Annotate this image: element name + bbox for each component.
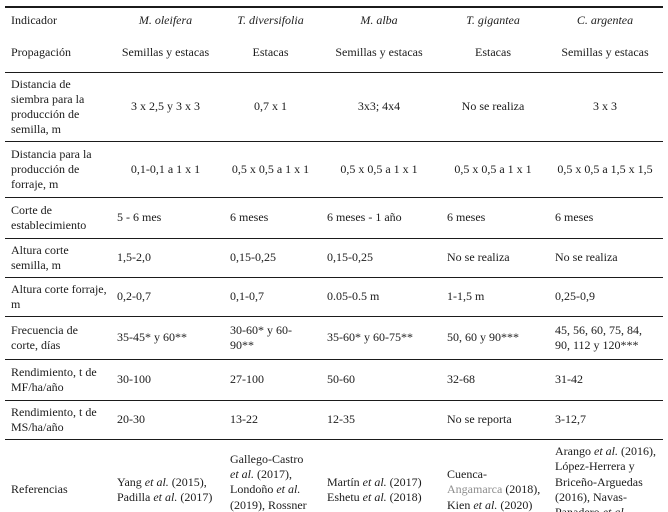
table-cell: 6 meses <box>555 210 594 225</box>
table-cell: 50-60 <box>327 372 355 387</box>
table-cell: 50, 60 y 90*** <box>447 330 519 345</box>
row-label: Propagación <box>11 45 71 60</box>
table-cell: Semillas y estacas <box>561 45 649 60</box>
table-cell: 0,2-0,7 <box>117 289 151 304</box>
table-cell: 30-60* y 60-90** <box>230 322 292 352</box>
row-label: Altura corte forraje, m <box>11 281 107 311</box>
row-frecuencia-corte: Frecuencia de corte, días 35-45* y 60** … <box>5 317 663 360</box>
table-cell: 12-35 <box>327 412 355 427</box>
column-header-m-oleifera: M. oleifera <box>138 13 193 28</box>
table-cell: 35-45* y 60** <box>117 330 187 345</box>
table-cell: 13-22 <box>230 412 258 427</box>
table-cell: 27-100 <box>230 372 264 387</box>
table-cell: 1,5-2,0 <box>117 250 151 265</box>
table-cell: Estacas <box>475 45 511 60</box>
table-cell: 0,7 x 1 <box>254 99 287 114</box>
row-altura-corte-semilla: Altura corte semilla, m 1,5-2,0 0,15-0,2… <box>5 239 663 278</box>
table-cell: 0,25-0,9 <box>555 289 595 304</box>
table-cell: No se realiza <box>447 250 510 265</box>
row-rendimiento-mf: Rendimiento, t de MF/ha/año 30-100 27-10… <box>5 360 663 401</box>
row-label: Corte de establecimiento <box>11 202 87 232</box>
table-cell-references: Arango et al. (2016), López-Herrera y Br… <box>555 443 656 512</box>
table-cell: 35-60* y 60-75** <box>327 330 413 345</box>
table-cell: 6 meses <box>230 210 269 225</box>
table-cell: 3 x 3 <box>593 99 617 114</box>
column-header-t-gigantea: T. gigantea <box>466 13 520 28</box>
species-comparison-table: Indicador M. oleifera T. diversifolia M.… <box>5 6 663 512</box>
table-cell-references: Martín et al. (2017) Eshetu et al. (2018… <box>327 474 422 504</box>
table-cell: 0,5 x 0,5 a 1,5 x 1,5 <box>557 161 653 176</box>
table-cell: Semillas y estacas <box>335 45 423 60</box>
row-rendimiento-ms: Rendimiento, t de MS/ha/año 20-30 13-22 … <box>5 401 663 440</box>
table-cell: 32-68 <box>447 372 475 387</box>
table-cell-references: Cuenca-Angamarca (2018), Kien et al. (20… <box>447 466 541 512</box>
row-label: Distancia de siembra para la producción … <box>11 76 85 137</box>
table-cell: 0,1-0,1 a 1 x 1 <box>130 161 201 176</box>
table-cell: 0,5 x 0,5 a 1 x 1 <box>454 161 532 176</box>
table-cell: 3-12,7 <box>555 412 586 427</box>
table-cell: Semillas y estacas <box>121 45 210 60</box>
table-cell-references: Yang et al. (2015), Padilla et al. (2017… <box>117 474 213 504</box>
table-cell: 6 meses <box>447 210 486 225</box>
table-cell: 45, 56, 60, 75, 84, 90, 112 y 120*** <box>555 322 642 352</box>
table-cell: No se realiza <box>555 250 618 265</box>
row-label: Distancia para la producción de forraje,… <box>11 146 92 192</box>
table-cell: 3 x 2,5 y 3 x 3 <box>131 99 200 114</box>
table-cell: 0,15-0,25 <box>230 250 276 265</box>
table-cell: 0,15-0,25 <box>327 250 373 265</box>
table-cell: 20-30 <box>117 412 145 427</box>
column-header-m-alba: M. alba <box>360 13 398 28</box>
row-propagacion: Propagación Semillas y estacas Estacas S… <box>5 34 663 73</box>
row-label: Rendimiento, t de MS/ha/año <box>11 404 97 434</box>
table-cell: 0.05-0.5 m <box>327 289 380 304</box>
row-label: Referencias <box>11 482 68 497</box>
row-label: Frecuencia de corte, días <box>11 322 78 352</box>
row-corte-establecimiento: Corte de establecimiento 5 - 6 mes 6 mes… <box>5 198 663 239</box>
row-referencias: Referencias Yang et al. (2015), Padilla … <box>5 440 663 512</box>
table-cell: 0,5 x 0,5 a 1 x 1 <box>231 161 310 176</box>
table-header-row: Indicador M. oleifera T. diversifolia M.… <box>5 7 663 34</box>
table-cell: No se realiza <box>461 99 525 114</box>
row-label: Rendimiento, t de MF/ha/año <box>11 364 97 394</box>
table-cell: No se reporta <box>447 412 512 427</box>
table-cell: 0,1-0,7 <box>230 289 264 304</box>
table-cell: 30-100 <box>117 372 151 387</box>
table-cell: 3x3; 4x4 <box>357 99 401 114</box>
table-cell: 6 meses - 1 año <box>327 210 402 225</box>
table-cell: 1-1,5 m <box>447 289 485 304</box>
row-distancia-produccion-forraje: Distancia para la producción de forraje,… <box>5 142 663 198</box>
column-header-c-argentea: C. argentea <box>576 13 634 28</box>
column-header-t-diversifolia: T. diversifolia <box>237 13 304 28</box>
row-label: Altura corte semilla, m <box>11 242 69 272</box>
row-distancia-siembra-semilla: Distancia de siembra para la producción … <box>5 73 663 142</box>
column-header-indicador: Indicador <box>11 13 57 28</box>
table-cell: 5 - 6 mes <box>117 210 162 225</box>
table-cell: 31-42 <box>555 372 583 387</box>
row-altura-corte-forraje: Altura corte forraje, m 0,2-0,7 0,1-0,7 … <box>5 278 663 317</box>
table-cell-references: Gallego-Castro et al. (2017), Londoño et… <box>230 451 307 512</box>
table-cell: 0,5 x 0,5 a 1 x 1 <box>340 161 418 176</box>
table-cell: Estacas <box>252 45 289 60</box>
